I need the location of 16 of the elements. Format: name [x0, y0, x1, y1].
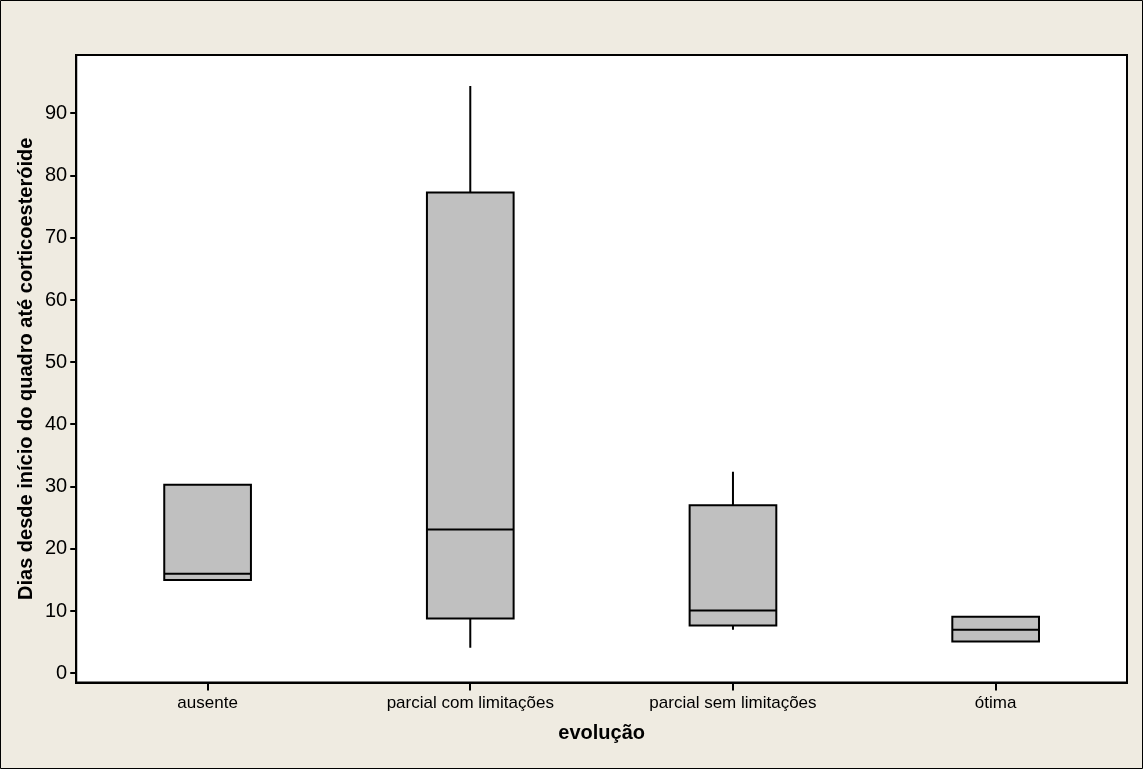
y-tick-label: 20 [45, 536, 68, 559]
y-tick-label: 70 [45, 225, 68, 248]
y-tick-label: 80 [45, 163, 68, 186]
y-tick-label: 10 [45, 598, 68, 621]
y-tick-label: 60 [45, 287, 68, 310]
y-tick-label: 40 [45, 411, 68, 434]
x-tick-label: parcial com limitações [386, 693, 554, 713]
x-tick-label: ausente [177, 693, 238, 713]
x-tick-label: parcial sem limitações [649, 693, 817, 713]
y-tick-label: 30 [45, 474, 68, 497]
y-tick-label: 90 [45, 100, 68, 123]
y-axis-title: Dias desde início do quadro até corticoesteróide [13, 137, 36, 600]
y-tick-label: 50 [45, 349, 68, 372]
x-axis-title: evolução [558, 720, 645, 743]
y-tick-label: 0 [56, 660, 68, 683]
x-tick-label: ótima [974, 693, 1017, 713]
